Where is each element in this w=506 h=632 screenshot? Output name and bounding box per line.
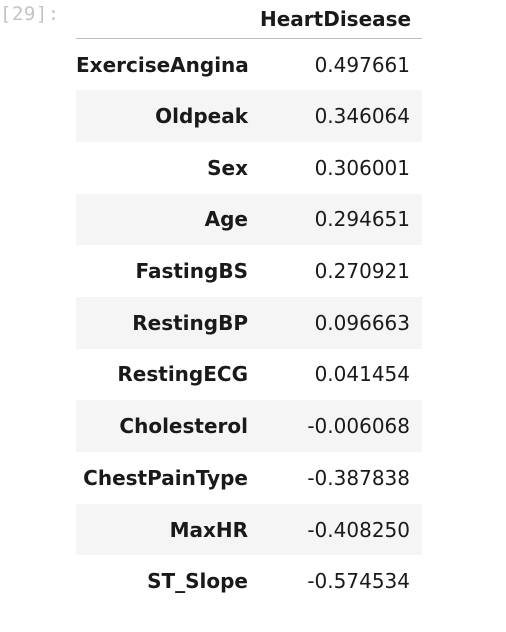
row-value: -0.006068 bbox=[307, 414, 410, 439]
table-row: Oldpeak 0.346064 bbox=[76, 90, 422, 142]
row-value: 0.270921 bbox=[314, 259, 410, 284]
table-row: ST_Slope -0.574534 bbox=[76, 555, 422, 607]
row-label: Oldpeak bbox=[155, 104, 248, 129]
table-header-row: HeartDisease bbox=[76, 0, 422, 39]
row-label: Sex bbox=[207, 155, 248, 180]
index-header bbox=[76, 0, 260, 39]
table-row: ChestPainType -0.387838 bbox=[76, 452, 422, 504]
row-label: Cholesterol bbox=[119, 414, 248, 439]
row-label: FastingBS bbox=[135, 259, 248, 284]
row-value: 0.041454 bbox=[314, 362, 410, 387]
row-value: 0.497661 bbox=[314, 52, 410, 77]
table-row: RestingBP 0.096663 bbox=[76, 296, 422, 349]
table-row: MaxHR -0.408250 bbox=[76, 503, 422, 556]
row-label: ST_Slope bbox=[147, 569, 248, 594]
table-row: Sex 0.306001 bbox=[76, 142, 422, 194]
correlation-table: HeartDisease ExerciseAngina 0.497661 Old… bbox=[76, 0, 422, 607]
row-value: -0.574534 bbox=[307, 569, 410, 594]
table-row: FastingBS 0.270921 bbox=[76, 245, 422, 297]
row-value: -0.387838 bbox=[307, 465, 410, 490]
table-row: RestingECG 0.041454 bbox=[76, 349, 422, 401]
row-label: MaxHR bbox=[169, 517, 248, 542]
table-row: Cholesterol -0.006068 bbox=[76, 400, 422, 452]
column-header: HeartDisease bbox=[260, 0, 422, 39]
row-value: -0.408250 bbox=[307, 517, 410, 542]
row-value: 0.306001 bbox=[314, 155, 410, 180]
cell-execution-count: [29]: bbox=[0, 3, 60, 25]
row-value: 0.294651 bbox=[314, 207, 410, 232]
row-value: 0.096663 bbox=[314, 310, 410, 335]
row-label: RestingBP bbox=[132, 310, 248, 335]
row-label: RestingECG bbox=[117, 362, 248, 387]
row-label: Age bbox=[204, 207, 248, 232]
table-row: ExerciseAngina 0.497661 bbox=[76, 39, 422, 91]
row-label: ChestPainType bbox=[83, 465, 248, 490]
table-row: Age 0.294651 bbox=[76, 193, 422, 246]
row-value: 0.346064 bbox=[314, 104, 410, 129]
row-label: ExerciseAngina bbox=[76, 52, 249, 77]
output-dataframe: HeartDisease ExerciseAngina 0.497661 Old… bbox=[76, 0, 422, 607]
